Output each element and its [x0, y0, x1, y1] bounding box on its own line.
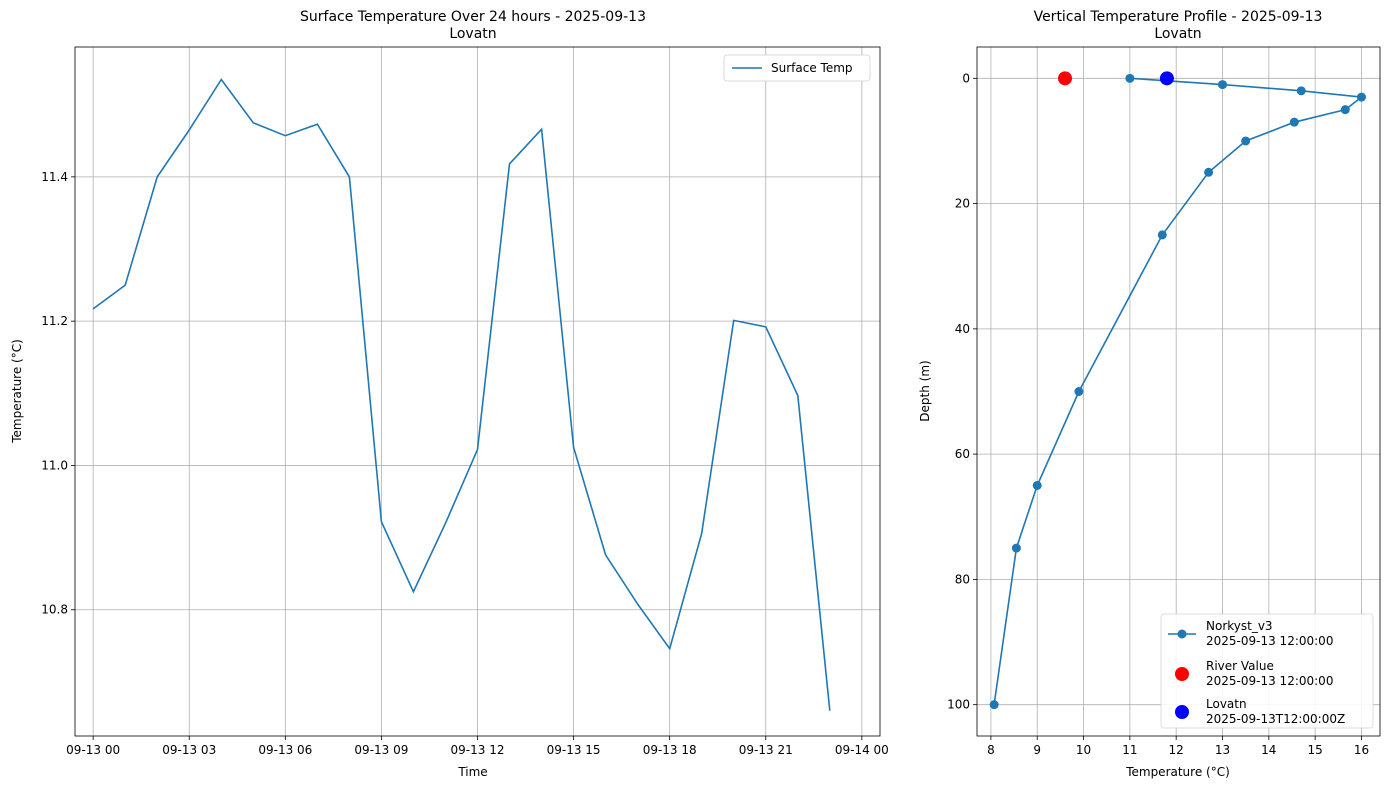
surface-y-tick-label: 11.0 — [41, 458, 68, 472]
norkyst-profile-point — [1241, 136, 1251, 146]
surface-x-tick-label: 09-13 03 — [162, 743, 216, 757]
profile-x-tick-label: 11 — [1122, 743, 1137, 757]
profile-chart-xlabel: Temperature (°C) — [1125, 765, 1230, 779]
profile-chart-title: Vertical Temperature Profile - 2025-09-1… — [1034, 9, 1323, 25]
surface-chart-ylabel: Temperature (°C) — [10, 339, 24, 444]
surface-y-tick-label: 10.8 — [41, 603, 68, 617]
surface-chart-xlabel: Time — [457, 765, 487, 779]
surface-y-tick-label: 11.4 — [41, 170, 68, 184]
profile-x-tick-label: 10 — [1076, 743, 1091, 757]
surface-x-tick-label: 09-14 00 — [835, 743, 889, 757]
norkyst-profile-point — [1296, 86, 1306, 96]
profile-y-tick-label: 20 — [955, 197, 970, 211]
legend-label-surface-temp: Surface Temp — [771, 61, 853, 75]
river-value-point — [1058, 71, 1073, 86]
norkyst-profile-point — [1074, 387, 1084, 396]
profile-x-tick-label: 12 — [1169, 743, 1184, 757]
profile-x-tick-label: 9 — [1033, 743, 1041, 757]
norkyst-profile-line — [993, 77, 1364, 705]
surface-chart-legend: Surface Temp — [723, 54, 871, 82]
profile-x-tick-label: 16 — [1354, 743, 1369, 757]
legend-swatch-river-value — [1175, 667, 1189, 681]
norkyst-profile-point — [1289, 117, 1299, 127]
norkyst-profile-point — [1204, 167, 1214, 177]
surface-x-tick-label: 09-13 21 — [739, 743, 793, 757]
surface-x-tick-label: 09-13 00 — [66, 743, 120, 757]
profile-x-tick-label: 8 — [987, 743, 995, 757]
norkyst-profile-point — [1157, 230, 1167, 240]
surface-x-tick-label: 09-13 06 — [258, 743, 312, 757]
vertical-profile-chart: Vertical Temperature Profile - 2025-09-1… — [918, 9, 1381, 779]
profile-y-tick-label: 80 — [955, 572, 970, 586]
profile-y-tick-label: 40 — [955, 322, 970, 336]
surface-x-tick-label: 09-13 15 — [547, 743, 601, 757]
surface-y-tick-label: 11.2 — [41, 314, 68, 328]
legend-label-lovatn: Lovatn 2025-09-13T12:00:00Z — [1206, 697, 1345, 726]
norkyst-profile-point — [989, 700, 999, 710]
norkyst-profile-point — [1340, 105, 1350, 115]
norkyst-profile-point — [1125, 73, 1135, 83]
profile-y-tick-label: 0 — [962, 71, 970, 85]
norkyst-profile-point — [1011, 543, 1021, 553]
surface-x-tick-label: 09-13 09 — [354, 743, 408, 757]
surface-x-tick-label: 09-13 18 — [643, 743, 697, 757]
norkyst-profile-point — [1356, 92, 1366, 102]
profile-chart-frame — [976, 46, 1381, 737]
surface-chart-title: Surface Temperature Over 24 hours - 2025… — [300, 9, 646, 25]
lovatn-point — [1159, 71, 1174, 86]
legend-swatch-lovatn — [1175, 705, 1189, 719]
profile-y-tick-label: 100 — [947, 698, 970, 712]
profile-chart-subtitle: Lovatn — [1154, 26, 1201, 42]
profile-chart-ylabel: Depth (m) — [918, 360, 932, 421]
norkyst-profile-point — [1032, 480, 1042, 490]
legend-swatch-norkyst-marker — [1177, 629, 1187, 639]
surface-temperature-chart: Surface Temperature Over 24 hours - 2025… — [10, 9, 889, 779]
surface-chart-subtitle: Lovatn — [449, 26, 496, 42]
profile-x-tick-label: 15 — [1308, 743, 1323, 757]
legend-label-norkyst: Norkyst_v3 2025-09-13 12:00:00 — [1206, 619, 1333, 648]
profile-chart-legend: Norkyst_v3 2025-09-13 12:00:00 River Valu… — [1160, 613, 1374, 729]
surface-x-tick-label: 09-13 12 — [451, 743, 505, 757]
profile-x-tick-label: 14 — [1261, 743, 1276, 757]
norkyst-profile-point — [1218, 80, 1228, 90]
surface-chart-frame — [74, 46, 881, 737]
profile-x-tick-label: 13 — [1215, 743, 1230, 757]
legend-label-river-value: River Value 2025-09-13 12:00:00 — [1206, 659, 1333, 688]
surface-temp-line — [92, 78, 831, 711]
profile-y-tick-label: 60 — [955, 447, 970, 461]
